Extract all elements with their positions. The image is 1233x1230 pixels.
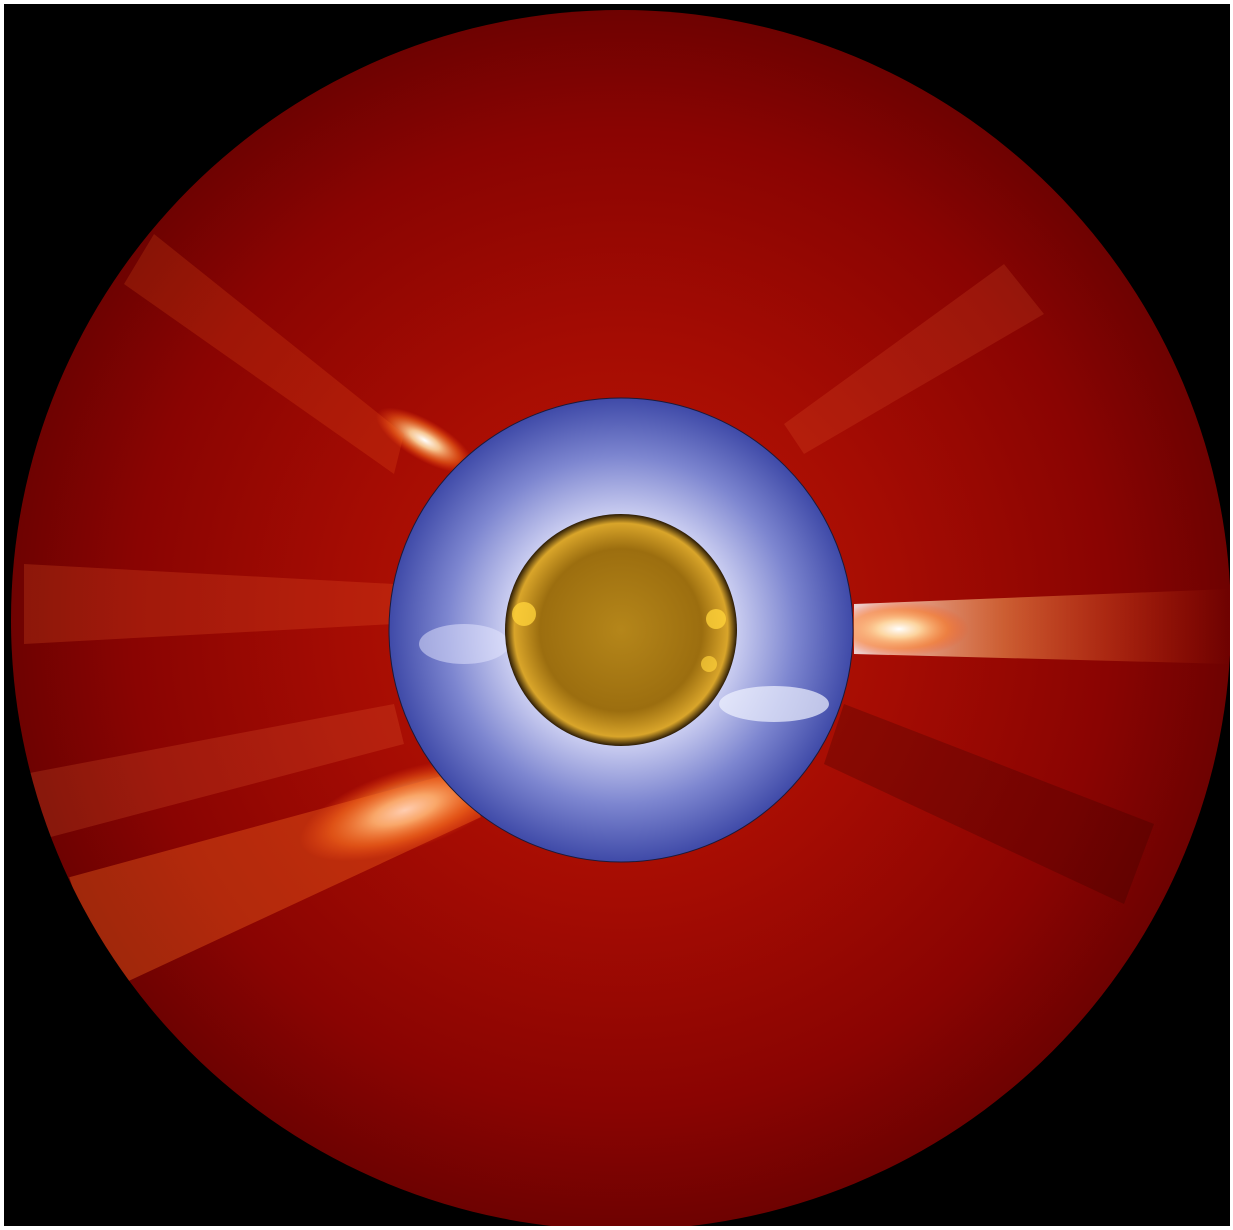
coronal-streamers — [24, 234, 1230, 992]
corona-composite — [11, 10, 1230, 1226]
solar-disk — [505, 514, 737, 746]
image-frame — [4, 4, 1230, 1226]
